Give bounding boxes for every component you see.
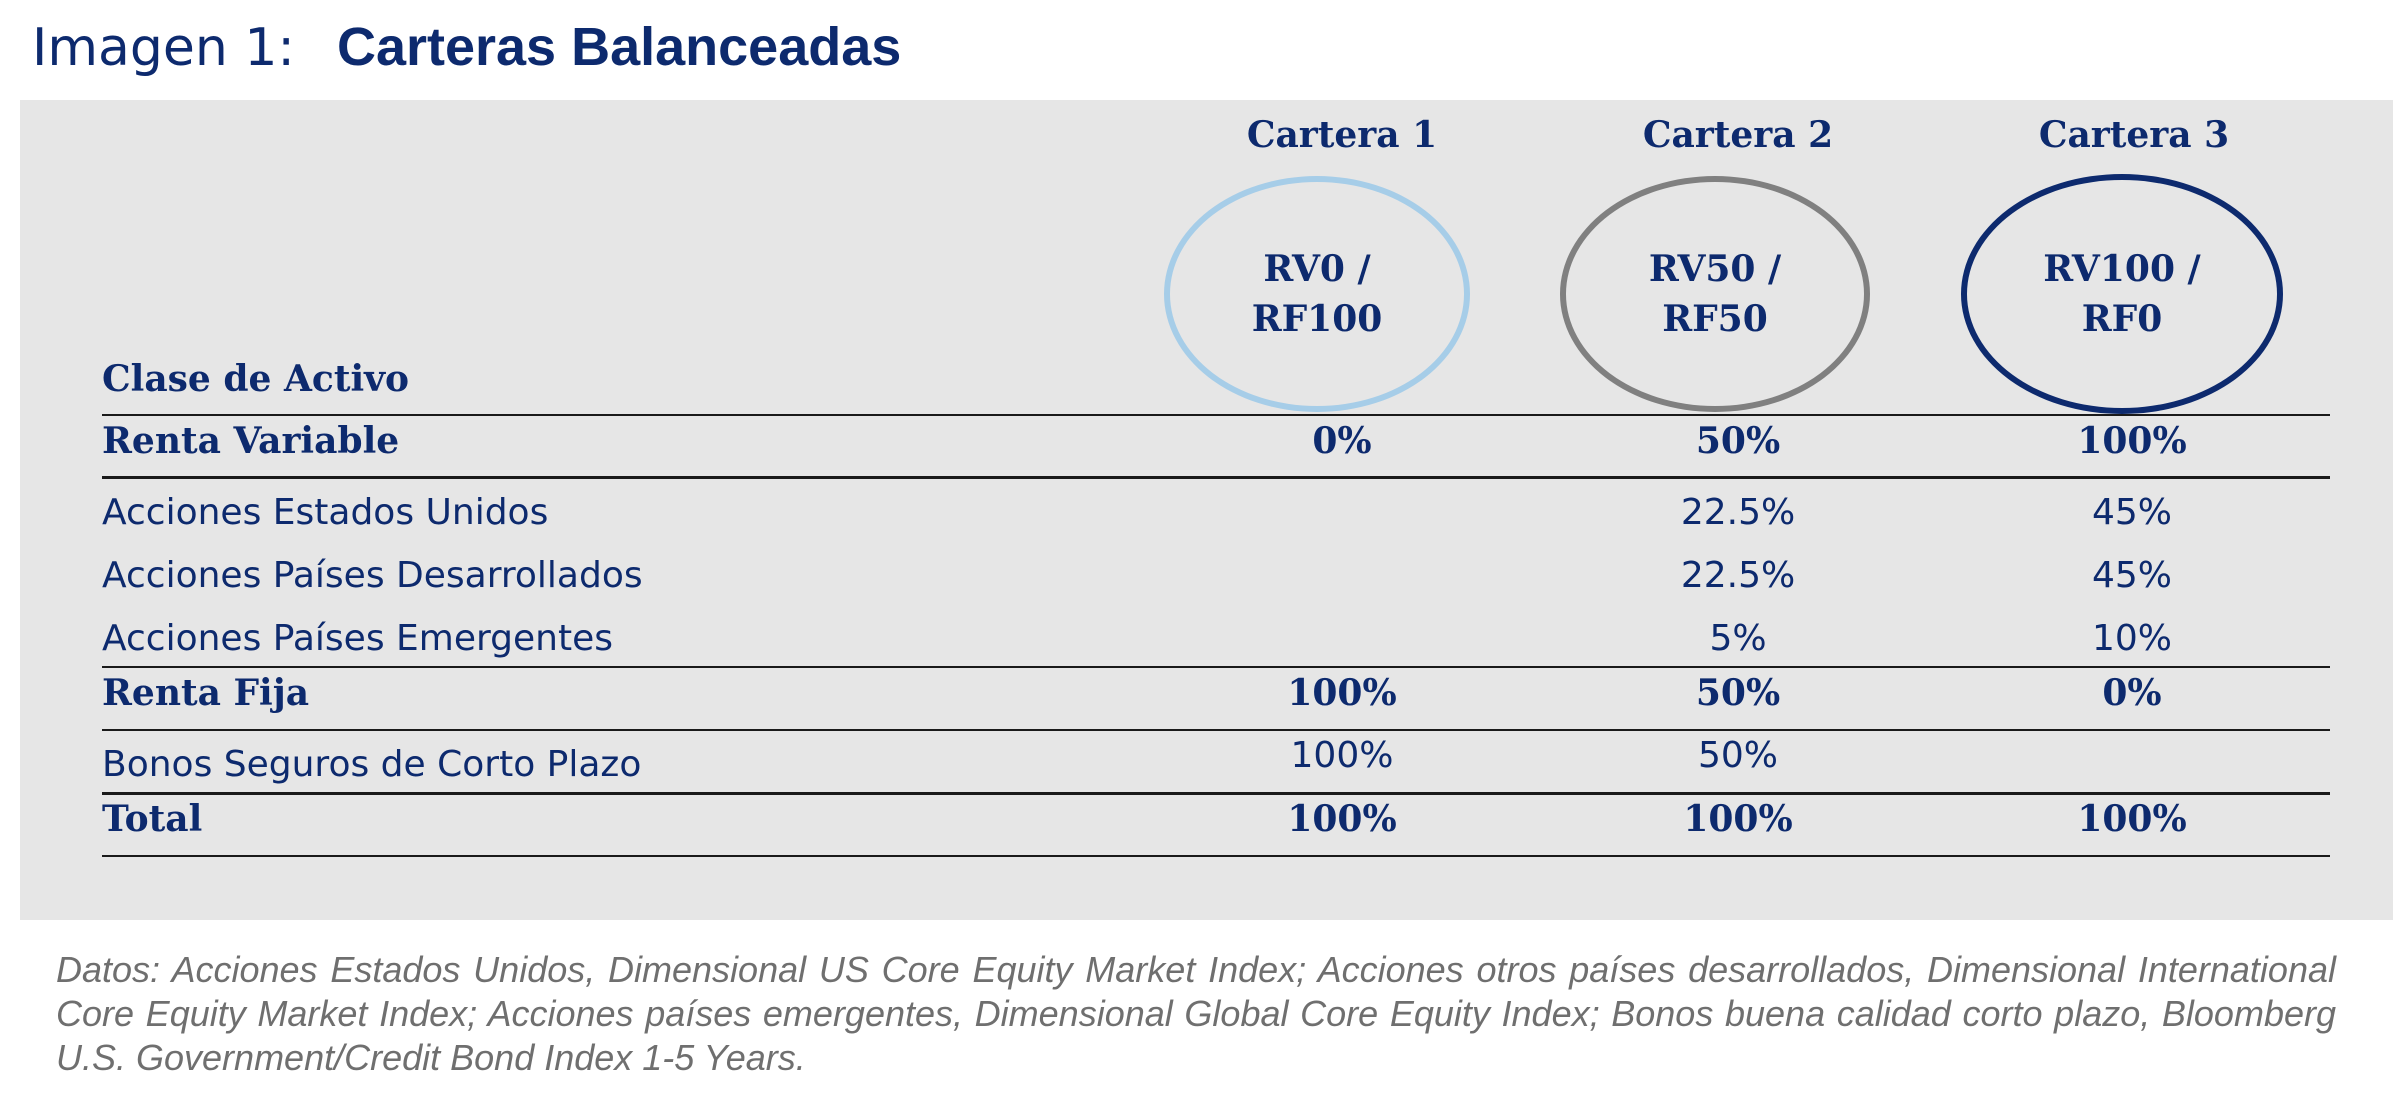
emergentes-divider [102, 666, 2330, 668]
renta-variable-divider [102, 476, 2330, 479]
title-prefix: Imagen 1: [32, 18, 295, 78]
row-label-total: Total [102, 798, 203, 840]
portfolio-table-panel: Cartera 1 Cartera 2 Cartera 3 RV0 / RF10… [20, 100, 2393, 920]
page-title: Imagen 1: Carteras Balanceadas [32, 16, 901, 86]
portfolio-3-badge-line1: RV100 / [2043, 248, 2201, 290]
portfolio-2-badge: RV50 / RF50 [1560, 176, 1870, 412]
row-total-cartera-3: 100% [2077, 798, 2187, 840]
row-acciones-desarrollados-cartera-3: 45% [2091, 555, 2172, 596]
total-divider [102, 855, 2330, 857]
row-renta-variable-cartera-3: 100% [2077, 420, 2187, 462]
portfolio-3-header: Cartera 3 [2038, 114, 2230, 156]
data-source-note: Datos: Acciones Estados Unidos, Dimensio… [56, 949, 2336, 1078]
portfolio-3-badge: RV100 / RF0 [1961, 174, 2283, 414]
row-total-cartera-1: 100% [1287, 798, 1397, 840]
title-main: Carteras Balanceadas [336, 17, 902, 77]
portfolio-2-badge-line1: RV50 / [1648, 248, 1782, 290]
portfolio-1-badge-line1: RV0 / [1263, 248, 1371, 290]
row-bonos-cartera-2: 50% [1697, 735, 1778, 776]
row-label-acciones-estados-unidos: Acciones Estados Unidos [102, 492, 549, 533]
bonos-divider [102, 792, 2330, 795]
row-renta-variable-cartera-2: 50% [1695, 420, 1781, 462]
header-divider [102, 414, 2330, 416]
row-label-bonos-corto-plazo: Bonos Seguros de Corto Plazo [102, 744, 642, 785]
row-total-cartera-2: 100% [1683, 798, 1793, 840]
portfolio-2-header: Cartera 2 [1642, 114, 1834, 156]
asset-class-header: Clase de Activo [102, 358, 410, 400]
row-acciones-emergentes-cartera-3: 10% [2091, 618, 2172, 659]
portfolio-1-badge-line2: RF100 [1251, 298, 1383, 340]
row-renta-fija-cartera-3: 0% [2102, 672, 2162, 714]
row-label-renta-fija: Renta Fija [102, 672, 310, 714]
portfolio-2-badge-line2: RF50 [1662, 298, 1768, 340]
row-acciones-emergentes-cartera-2: 5% [1709, 618, 1767, 659]
row-label-acciones-emergentes: Acciones Países Emergentes [102, 618, 613, 659]
row-renta-variable-cartera-1: 0% [1312, 420, 1372, 462]
row-bonos-cartera-1: 100% [1290, 735, 1394, 776]
row-renta-fija-cartera-1: 100% [1287, 672, 1397, 714]
portfolio-1-header: Cartera 1 [1246, 114, 1438, 156]
portfolio-1-badge: RV0 / RF100 [1164, 176, 1470, 412]
renta-fija-divider [102, 729, 2330, 731]
row-acciones-eeuu-cartera-3: 45% [2091, 492, 2172, 533]
row-acciones-eeuu-cartera-2: 22.5% [1680, 492, 1796, 533]
portfolio-3-badge-line2: RF0 [2081, 298, 2163, 340]
row-label-acciones-desarrollados: Acciones Países Desarrollados [102, 555, 643, 596]
row-label-renta-variable: Renta Variable [102, 420, 400, 462]
row-renta-fija-cartera-2: 50% [1695, 672, 1781, 714]
row-acciones-desarrollados-cartera-2: 22.5% [1680, 555, 1796, 596]
